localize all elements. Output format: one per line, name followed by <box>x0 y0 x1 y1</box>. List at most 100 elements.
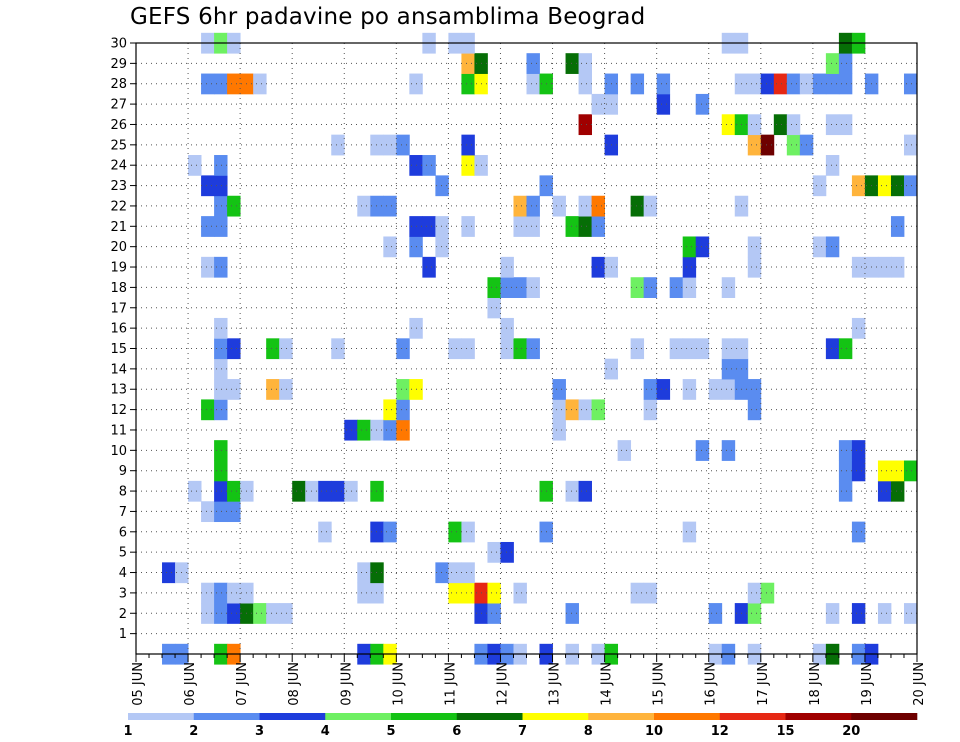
x-tick-label: 13 JUN <box>548 662 563 706</box>
y-tick-label: 8 <box>119 485 127 500</box>
heatmap-cell <box>760 134 775 156</box>
heatmap-cell <box>448 562 462 584</box>
heatmap-cell <box>838 440 853 461</box>
y-tick-label: 28 <box>110 77 127 92</box>
heatmap-cell <box>877 480 892 502</box>
heatmap-cell <box>201 399 215 421</box>
heatmap-cell <box>513 338 527 360</box>
heatmap-cell <box>630 582 645 604</box>
heatmap-cell <box>214 73 228 95</box>
heatmap-cell <box>565 603 579 624</box>
heatmap-cell <box>812 175 827 197</box>
heatmap-cell <box>201 603 215 624</box>
heatmap-cell <box>396 338 410 360</box>
heatmap-cell <box>812 73 827 95</box>
y-tick-label: 16 <box>110 322 127 337</box>
heatmap-cell <box>396 419 410 441</box>
heatmap-cell <box>513 216 527 237</box>
heatmap-cell <box>435 216 449 237</box>
heatmap-cell <box>214 480 228 502</box>
heatmap-cell <box>266 379 280 400</box>
heatmap-cell <box>422 256 436 278</box>
heatmap-cell <box>682 256 697 278</box>
y-tick-label: 11 <box>110 423 127 438</box>
y-tick-label: 15 <box>110 342 127 357</box>
heatmap-cell <box>383 134 397 156</box>
colorbar-swatch <box>391 713 458 720</box>
heatmap-cell <box>500 541 514 563</box>
heatmap-cell <box>227 195 241 217</box>
x-tick-label: 16 JUN <box>704 662 719 706</box>
heatmap-cell <box>851 603 866 624</box>
y-tick-label: 14 <box>110 362 127 377</box>
heatmap-cell <box>227 603 241 624</box>
y-tick-label: 7 <box>119 505 127 520</box>
y-tick-label: 13 <box>110 383 127 398</box>
heatmap-cell <box>877 175 892 197</box>
heatmap-cell <box>487 277 501 298</box>
heatmap-cell <box>747 73 762 95</box>
heatmap-cell <box>487 603 501 624</box>
heatmap-cell <box>214 338 228 360</box>
heatmap-cell <box>838 73 853 95</box>
colorbar-swatch <box>522 713 589 720</box>
heatmap-cell <box>370 480 384 502</box>
colorbar-swatch <box>719 713 786 720</box>
heatmap-cell <box>487 582 501 604</box>
x-tick-label: 06 JUN <box>183 662 198 706</box>
heatmap-cell <box>578 399 592 421</box>
heatmap-cell <box>318 521 332 543</box>
colorbar-swatch <box>193 713 260 720</box>
heatmap-cell <box>214 317 228 339</box>
heatmap-cell <box>214 379 228 400</box>
heatmap-cell <box>435 175 449 197</box>
heatmap-cell <box>890 216 905 237</box>
heatmap-cell <box>214 195 228 217</box>
heatmap-cell <box>201 216 215 237</box>
heatmap-cell <box>214 460 228 482</box>
colorbar-label: 7 <box>518 724 527 739</box>
heatmap-cell <box>396 399 410 421</box>
heatmap-cell <box>448 582 462 604</box>
y-tick-label: 23 <box>110 179 127 194</box>
heatmap-cell <box>513 195 527 217</box>
heatmap-cell <box>422 216 436 237</box>
heatmap-cell <box>773 114 788 136</box>
heatmap-cell <box>656 73 671 95</box>
heatmap-cell <box>279 338 293 360</box>
x-tick-label: 14 JUN <box>600 662 615 706</box>
heatmap-cell <box>578 73 592 95</box>
heatmap-cell <box>825 603 840 624</box>
heatmap-cell <box>695 440 710 461</box>
heatmap-cell <box>890 256 905 278</box>
y-tick-label: 19 <box>110 261 127 276</box>
y-tick-label: 4 <box>119 566 127 581</box>
heatmap-cell <box>578 195 592 217</box>
heatmap-cell <box>500 277 514 298</box>
heatmap-cell <box>786 114 801 136</box>
heatmap-cell <box>630 338 645 360</box>
heatmap-cell <box>461 53 475 74</box>
heatmap-cell <box>721 338 736 360</box>
heatmap-cell <box>747 399 762 421</box>
heatmap-cell <box>279 379 293 400</box>
heatmap-cell <box>227 501 241 523</box>
x-tick-label: 09 JUN <box>339 662 354 706</box>
heatmap-cell <box>591 195 605 217</box>
heatmap-cell <box>682 236 697 258</box>
heatmap-cell <box>591 93 605 115</box>
heatmap-cell <box>461 155 475 176</box>
heatmap-cell <box>825 73 840 95</box>
heatmap-cell <box>747 236 762 258</box>
heatmap-cell <box>357 582 371 604</box>
heatmap-cell <box>435 562 449 584</box>
heatmap-cell <box>747 379 762 400</box>
heatmap-cell <box>266 603 280 624</box>
heatmap-cell <box>357 419 371 441</box>
y-tick-label: 24 <box>110 159 127 174</box>
colorbar-label: 5 <box>386 724 395 739</box>
heatmap-cell <box>851 460 866 482</box>
heatmap-cell <box>513 582 527 604</box>
heatmap-cell <box>552 379 566 400</box>
